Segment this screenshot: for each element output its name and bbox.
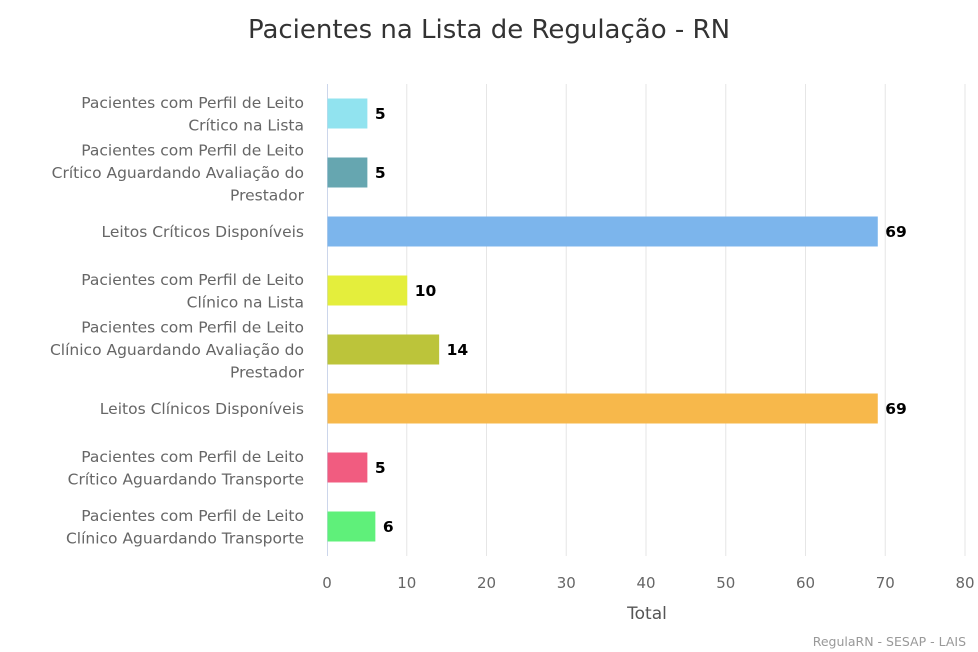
x-tick-label-40: 40 bbox=[636, 574, 655, 592]
data-label-8: 6 bbox=[383, 518, 394, 536]
x-tick-label-0: 0 bbox=[322, 574, 332, 592]
bar-3[interactable] bbox=[327, 216, 878, 247]
x-axis-title: Total bbox=[626, 604, 667, 624]
x-tick-label-70: 70 bbox=[876, 574, 895, 592]
bar-1[interactable] bbox=[327, 98, 368, 129]
data-labels: 5 5 69 10 14 69 5 6 bbox=[375, 105, 907, 536]
category-label-line: Pacientes com Perfil de Leito bbox=[81, 94, 304, 112]
bar-6[interactable] bbox=[327, 393, 878, 424]
category-label-line: Crítico Aguardando Avaliação do bbox=[52, 164, 304, 182]
credits-text[interactable]: RegulaRN - SESAP - LAIS bbox=[813, 634, 966, 649]
category-label-6: Leitos Clínicos Disponíveis bbox=[100, 400, 304, 418]
category-label-2: Pacientes com Perfil de Leito Crítico Agu… bbox=[52, 142, 305, 205]
grid-lines bbox=[327, 84, 966, 556]
x-tick-label-30: 30 bbox=[557, 574, 576, 592]
category-label-line: Crítico na Lista bbox=[188, 116, 304, 134]
category-label-line: Clínico Aguardando Avaliação do bbox=[50, 341, 304, 359]
x-axis-ticks: 0 10 20 30 40 50 60 70 80 bbox=[322, 574, 974, 592]
category-label-line: Pacientes com Perfil de Leito bbox=[81, 142, 304, 160]
x-tick-label-80: 80 bbox=[955, 574, 974, 592]
category-label-7: Pacientes com Perfil de Leito Crítico Agu… bbox=[68, 448, 304, 489]
category-label-line: Pacientes com Perfil de Leito bbox=[81, 507, 304, 525]
category-label-line: Crítico Aguardando Transporte bbox=[68, 470, 304, 488]
data-label-6: 69 bbox=[885, 400, 907, 418]
category-label-1: Pacientes com Perfil de Leito Crítico na … bbox=[81, 94, 304, 135]
category-label-line: Leitos Clínicos Disponíveis bbox=[100, 400, 304, 418]
bar-4[interactable] bbox=[327, 275, 408, 306]
category-label-line: Prestador bbox=[230, 187, 305, 205]
chart-title: Pacientes na Lista de Regulação - RN bbox=[248, 15, 730, 45]
category-label-line: Pacientes com Perfil de Leito bbox=[81, 271, 304, 289]
category-label-line: Leitos Críticos Disponíveis bbox=[101, 223, 304, 241]
data-label-4: 10 bbox=[415, 282, 437, 300]
category-label-4: Pacientes com Perfil de Leito Clínico na … bbox=[81, 271, 304, 312]
category-labels: Pacientes com Perfil de Leito Crítico na … bbox=[50, 94, 305, 548]
bars bbox=[327, 98, 878, 542]
data-label-1: 5 bbox=[375, 105, 386, 123]
data-label-3: 69 bbox=[885, 223, 907, 241]
x-tick-label-60: 60 bbox=[796, 574, 815, 592]
data-label-2: 5 bbox=[375, 164, 386, 182]
data-label-5: 14 bbox=[447, 341, 469, 359]
bar-8[interactable] bbox=[327, 511, 376, 542]
category-label-line: Pacientes com Perfil de Leito bbox=[81, 448, 304, 466]
bar-7[interactable] bbox=[327, 452, 368, 483]
category-label-3: Leitos Críticos Disponíveis bbox=[101, 223, 304, 241]
bar-2[interactable] bbox=[327, 157, 368, 188]
category-label-line: Prestador bbox=[230, 364, 305, 382]
x-tick-label-50: 50 bbox=[716, 574, 735, 592]
category-label-line: Pacientes com Perfil de Leito bbox=[81, 319, 304, 337]
x-tick-label-10: 10 bbox=[397, 574, 416, 592]
category-label-line: Clínico Aguardando Transporte bbox=[66, 529, 304, 547]
category-label-5: Pacientes com Perfil de Leito Clínico Agu… bbox=[50, 319, 305, 382]
category-label-line: Clínico na Lista bbox=[187, 293, 304, 311]
data-label-7: 5 bbox=[375, 459, 386, 477]
category-label-8: Pacientes com Perfil de Leito Clínico Agu… bbox=[66, 507, 304, 548]
bar-5[interactable] bbox=[327, 334, 440, 365]
x-tick-label-20: 20 bbox=[477, 574, 496, 592]
